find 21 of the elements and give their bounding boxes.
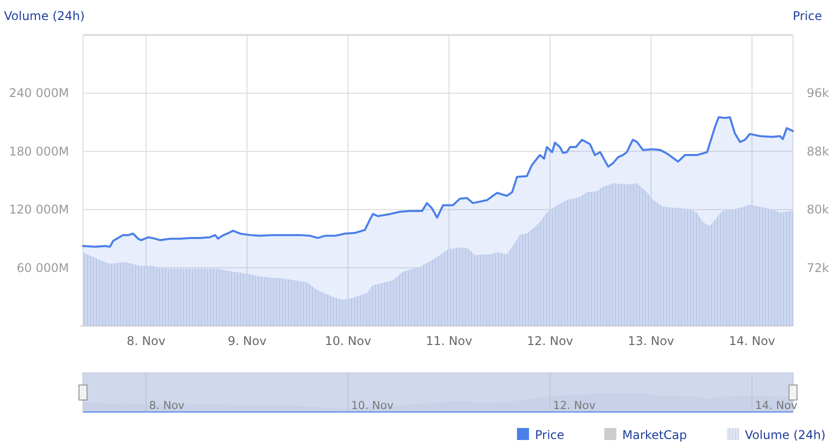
y2-tick-label: 80k [806, 202, 830, 217]
y-tick-label: 180 000M [9, 144, 69, 158]
x-tick-label: 11. Nov [426, 334, 472, 348]
y2-tick-label: 72k [806, 260, 830, 275]
y2-axis-title: Price [792, 9, 822, 23]
y-axis-title: Volume (24h) [4, 9, 85, 23]
x-tick-label: 9. Nov [228, 334, 266, 348]
x-tick-label: 12. Nov [526, 334, 574, 348]
x-tick-label: 14. Nov [728, 334, 776, 348]
y2-tick-label: 88k [806, 144, 830, 158]
y-tick-label: 240 000M [9, 86, 69, 100]
legend-label: Volume (24h) [744, 428, 826, 442]
legend-label: MarketCap [622, 428, 687, 442]
legend-label: Price [535, 428, 564, 442]
y-tick-label: 120 000M [9, 202, 69, 217]
range-navigator: 8. Nov 10. Nov 12. Nov 14. Nov [78, 372, 798, 412]
x-tick-label: 10. Nov [324, 334, 372, 348]
y-tick-label: 60 000M [16, 260, 69, 275]
y2-tick-label: 96k [806, 86, 830, 100]
x-tick-label: 13. Nov [628, 334, 674, 348]
x-tick-label: 8. Nov [126, 334, 166, 348]
